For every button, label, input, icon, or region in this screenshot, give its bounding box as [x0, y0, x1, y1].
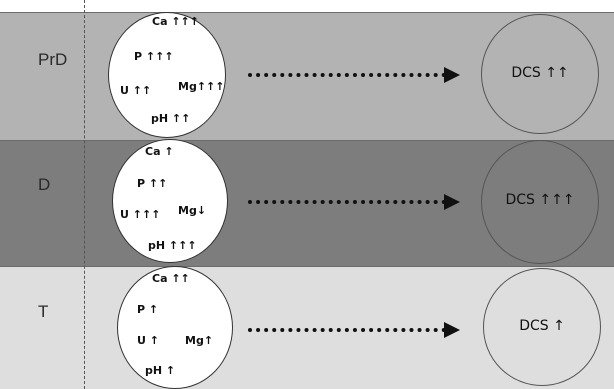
- row-label-prd: PrD: [38, 50, 68, 69]
- dashed-divider: [84, 0, 85, 389]
- dcs-label-prd: DCS ↑↑: [511, 65, 569, 81]
- dcs-circle-prd: [481, 14, 599, 134]
- ion-mg-d: Mg↓: [178, 204, 207, 217]
- ion-circle-t: [117, 266, 233, 389]
- ion-circle-d: [112, 139, 228, 263]
- dcs-circle-d: [481, 140, 599, 264]
- ion-ca-d: Ca ↑: [145, 145, 174, 158]
- arrow-prd: [248, 65, 460, 85]
- ion-ph-prd: pH ↑↑: [151, 112, 191, 125]
- dcs-circle-t: [483, 268, 601, 386]
- row-label-t: T: [38, 302, 49, 321]
- ion-p-d: P ↑↑: [137, 177, 168, 190]
- ion-u-prd: U ↑↑: [120, 84, 152, 97]
- ion-ph-d: pH ↑↑↑: [148, 239, 197, 252]
- arrow-t: [248, 320, 460, 340]
- ion-u-t: U ↑: [137, 334, 159, 347]
- arrow-d: [248, 192, 460, 212]
- ion-p-prd: P ↑↑↑: [134, 50, 174, 63]
- ion-p-t: P ↑: [137, 303, 159, 316]
- ion-mg-prd: Mg↑↑↑: [178, 80, 225, 93]
- ion-ph-t: pH ↑: [145, 364, 176, 377]
- ion-ca-prd: Ca ↑↑↑: [152, 15, 199, 28]
- row-label-d: D: [38, 175, 51, 194]
- ion-u-d: U ↑↑↑: [120, 208, 161, 221]
- ion-ca-t: Ca ↑↑: [152, 272, 190, 285]
- ion-mg-t: Mg↑: [185, 334, 214, 347]
- dcs-label-t: DCS ↑: [519, 318, 565, 334]
- dcs-label-d: DCS ↑↑↑: [505, 192, 575, 208]
- ion-circle-prd: [108, 12, 226, 138]
